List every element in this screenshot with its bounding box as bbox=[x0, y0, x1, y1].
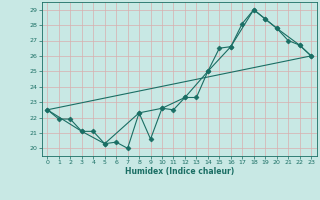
X-axis label: Humidex (Indice chaleur): Humidex (Indice chaleur) bbox=[124, 167, 234, 176]
